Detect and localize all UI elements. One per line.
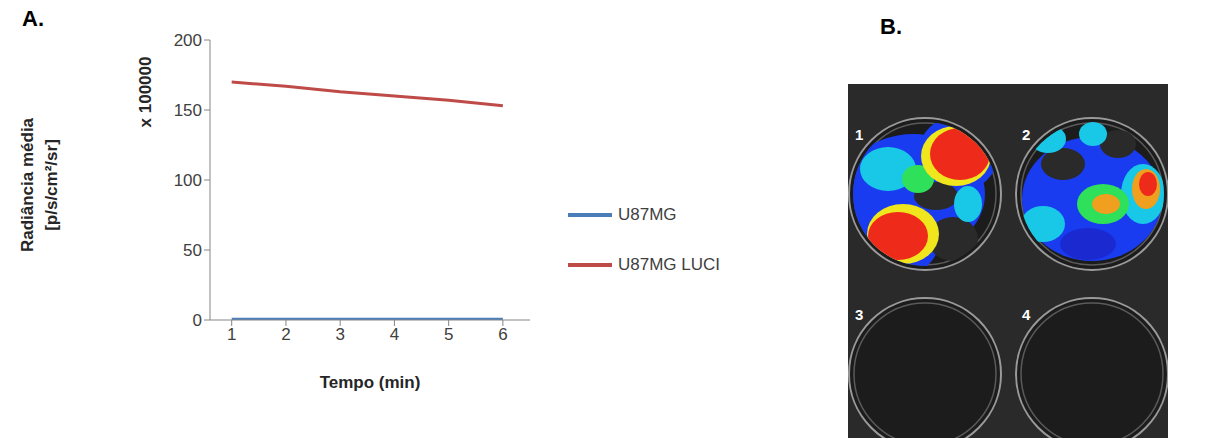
svg-text:6: 6: [498, 325, 507, 344]
svg-text:3: 3: [335, 325, 344, 344]
svg-text:1: 1: [855, 126, 863, 143]
html-text:A.: A.: [22, 6, 44, 31]
svg-text:100: 100: [174, 171, 202, 190]
svg-text:0: 0: [193, 311, 202, 330]
html-text:x 100000: x 100000: [136, 56, 155, 128]
svg-text:1: 1: [227, 325, 236, 344]
svg-text:200: 200: [174, 31, 202, 50]
html-text:Radiância média [p/s/cm²/sr]: Radiância média [p/s/cm²/sr]: [18, 117, 61, 253]
svg-text:Tempo (min): Tempo (min): [320, 373, 421, 392]
html-text:B.: B.: [880, 14, 902, 39]
svg-text:5: 5: [444, 325, 453, 344]
svg-text:150: 150: [174, 101, 202, 120]
svg-text:2: 2: [1022, 126, 1030, 143]
html-text:U87MG LUCI: U87MG LUCI: [618, 255, 720, 274]
svg-text:2: 2: [281, 325, 290, 344]
svg-text:50: 50: [183, 241, 202, 260]
svg-text:4: 4: [1022, 306, 1031, 323]
svg-text:4: 4: [390, 325, 399, 344]
svg-text:3: 3: [855, 306, 863, 323]
html-text:U87MG: U87MG: [618, 205, 677, 224]
